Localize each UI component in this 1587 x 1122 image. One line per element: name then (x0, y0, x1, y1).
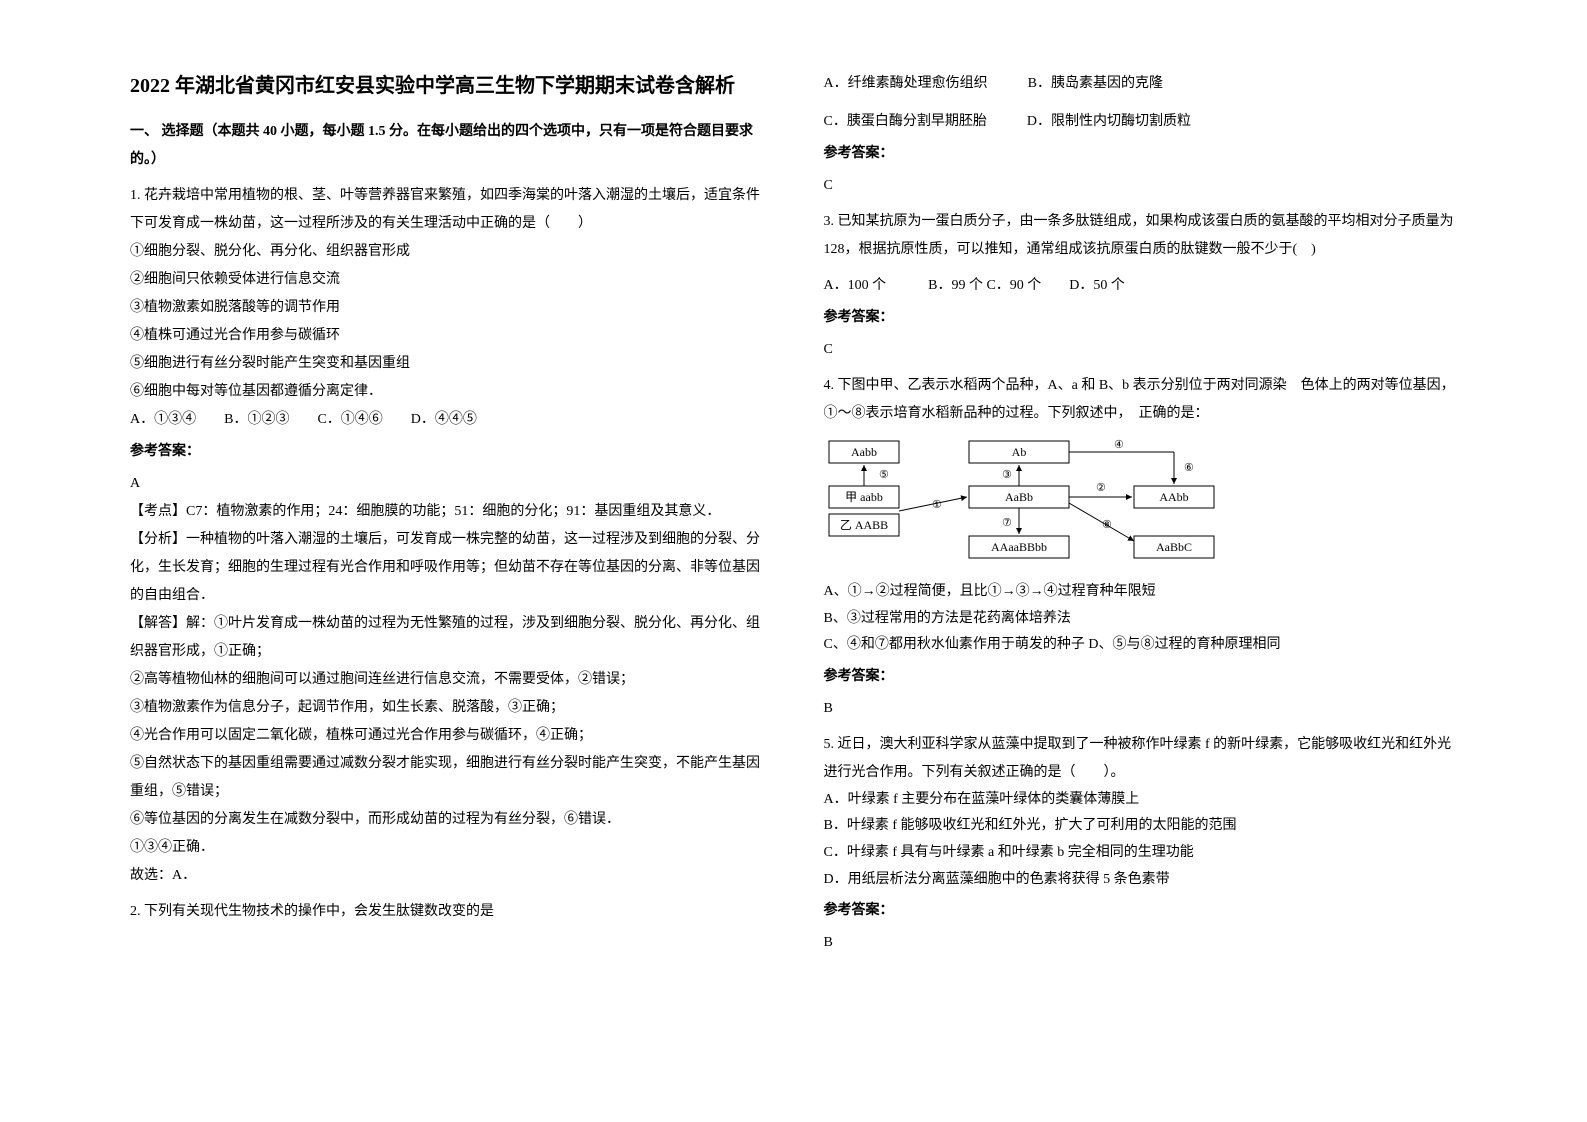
q5-answer: B (824, 929, 1458, 957)
q2-optC: C．胰蛋白酶分割早期胚胎 (824, 108, 987, 136)
q1-options: A．①③④ B．①②③ C．①④⑥ D．④④⑤ (130, 406, 764, 434)
question-5: 5. 近日，澳大利亚科学家从蓝藻中提取到了一种被称作叶绿素 f 的新叶绿素，它能… (824, 731, 1458, 957)
q3-stem: 3. 已知某抗原为一蛋白质分子，由一条多肽链组成，如果构成该蛋白质的氨基酸的平均… (824, 208, 1458, 264)
q4-optA: A、①→②过程简便，且比①→③→④过程育种年限短 (824, 579, 1458, 606)
q5-answer-label: 参考答案： (824, 897, 1458, 925)
q1-jd4: ④光合作用可以固定二氧化碳，植株可通过光合作用参与碳循环，④正确； (130, 722, 764, 750)
q2-answer-label: 参考答案： (824, 140, 1458, 168)
diag-c1: ① (932, 499, 942, 511)
q1-s3: ③植物激素如脱落酸等的调节作用 (130, 294, 764, 322)
q1-jd3: ③植物激素作为信息分子，起调节作用，如生长素、脱落酸，③正确； (130, 694, 764, 722)
question-1: 1. 花卉栽培中常用植物的根、茎、叶等营养器官来繁殖，如四季海棠的叶落入潮湿的土… (130, 182, 764, 890)
q1-jd7: ①③④正确． (130, 834, 764, 862)
q4-optC: C、④和⑦都用秋水仙素作用于萌发的种子 D、⑤与⑧过程的育种原理相同 (824, 632, 1458, 659)
diag-Ab: Ab (1011, 445, 1026, 459)
q1-jd2: ②高等植物仙林的细胞间可以通过胞间连丝进行信息交流，不需要受体，②错误； (130, 666, 764, 694)
q1-answer: A (130, 470, 764, 498)
diag-c2: ② (1096, 482, 1106, 494)
diag-c8: ⑧ (1102, 519, 1112, 531)
diag-c4: ④ (1114, 439, 1124, 451)
q1-kaodian: 【考点】C7：植物激素的作用；24：细胞膜的功能；51：细胞的分化；91：基因重… (130, 498, 764, 526)
question-2-stem-block: 2. 下列有关现代生物技术的操作中，会发生肽键数改变的是 (130, 898, 764, 926)
q3-answer-label: 参考答案： (824, 304, 1458, 332)
q5-optA: A．叶绿素 f 主要分布在蓝藻叶绿体的类囊体薄膜上 (824, 787, 1458, 814)
right-column: A．纤维素酶处理愈伤组织 B．胰岛素基因的克隆 C．胰蛋白酶分割早期胚胎 D．限… (794, 70, 1488, 1082)
q2-optB: B．胰岛素基因的克隆 (1028, 70, 1163, 98)
q5-optD: D．用纸层析法分离蓝藻细胞中的色素将获得 5 条色素带 (824, 867, 1458, 894)
diag-c5: ⑤ (879, 469, 889, 481)
q1-stem: 1. 花卉栽培中常用植物的根、茎、叶等营养器官来繁殖，如四季海棠的叶落入潮湿的土… (130, 182, 764, 238)
q1-fenxi: 【分析】一种植物的叶落入潮湿的土壤后，可发育成一株完整的幼苗，这一过程涉及到细胞… (130, 526, 764, 610)
diag-yi-AABB: 乙 AABB (839, 518, 887, 532)
q1-s2: ②细胞间只依赖受体进行信息交流 (130, 266, 764, 294)
q2-answer: C (824, 172, 1458, 200)
diag-c7: ⑦ (1002, 517, 1012, 529)
question-3: 3. 已知某抗原为一蛋白质分子，由一条多肽链组成，如果构成该蛋白质的氨基酸的平均… (824, 208, 1458, 364)
q3-answer: C (824, 336, 1458, 364)
diag-Aabb: Aabb (851, 445, 877, 459)
diag-AAbb: AAbb (1159, 490, 1188, 504)
question-2-options: A．纤维素酶处理愈伤组织 B．胰岛素基因的克隆 C．胰蛋白酶分割早期胚胎 D．限… (824, 70, 1458, 200)
q1-jd6: ⑥等位基因的分离发生在减数分裂中，而形成幼苗的过程为有丝分裂，⑥错误． (130, 806, 764, 834)
q1-s6: ⑥细胞中每对等位基因都遵循分离定律． (130, 378, 764, 406)
q5-optC: C．叶绿素 f 具有与叶绿素 a 和叶绿素 b 完全相同的生理功能 (824, 840, 1458, 867)
section-1-header: 一、 选择题（本题共 40 小题，每小题 1.5 分。在每小题给出的四个选项中，… (130, 118, 764, 174)
q5-optB: B．叶绿素 f 能够吸收红光和红外光，扩大了可利用的太阳能的范围 (824, 813, 1458, 840)
q4-optB: B、③过程常用的方法是花药离体培养法 (824, 606, 1458, 633)
q1-answer-label: 参考答案： (130, 438, 764, 466)
q5-stem: 5. 近日，澳大利亚科学家从蓝藻中提取到了一种被称作叶绿素 f 的新叶绿素，它能… (824, 731, 1458, 787)
q2-optD: D．限制性内切酶切割质粒 (1027, 108, 1191, 136)
q3-options: A．100 个 B．99 个 C．90 个 D．50 个 (824, 272, 1458, 300)
diag-c6: ⑥ (1184, 462, 1194, 474)
q4-stem: 4. 下图中甲、乙表示水稻两个品种，A、a 和 B、b 表示分别位于两对同源染 … (824, 372, 1458, 428)
q2-optA: A．纤维素酶处理愈伤组织 (824, 70, 988, 98)
question-4: 4. 下图中甲、乙表示水稻两个品种，A、a 和 B、b 表示分别位于两对同源染 … (824, 372, 1458, 723)
diag-AaBbC: AaBbC (1156, 540, 1192, 554)
left-column: 2022 年湖北省黄冈市红安县实验中学高三生物下学期期末试卷含解析 一、 选择题… (100, 70, 794, 1082)
q1-jiedahead: 【解答】解：①叶片发育成一株幼苗的过程为无性繁殖的过程，涉及到细胞分裂、脱分化、… (130, 610, 764, 666)
q2-stem: 2. 下列有关现代生物技术的操作中，会发生肽键数改变的是 (130, 898, 764, 926)
diag-AaBb: AaBb (1005, 490, 1033, 504)
q2-row1: A．纤维素酶处理愈伤组织 B．胰岛素基因的克隆 (824, 70, 1458, 98)
q4-answer-label: 参考答案： (824, 663, 1458, 691)
q1-s4: ④植株可通过光合作用参与碳循环 (130, 322, 764, 350)
q1-jd5: ⑤自然状态下的基因重组需要通过减数分裂才能实现，细胞进行有丝分裂时能产生突变，不… (130, 750, 764, 806)
q1-jd8: 故选：A． (130, 862, 764, 890)
q1-s1: ①细胞分裂、脱分化、再分化、组织器官形成 (130, 238, 764, 266)
diag-AAaaBBbb: AAaaBBbb (991, 540, 1047, 554)
diag-jia-aabb: 甲 aabb (845, 490, 883, 504)
q4-answer: B (824, 695, 1458, 723)
exam-title: 2022 年湖北省黄冈市红安县实验中学高三生物下学期期末试卷含解析 (130, 70, 764, 102)
q4-diagram: Aabb 甲 aabb 乙 AABB Ab AaBb AAaaBBbb AAbb… (824, 436, 1458, 571)
q2-row2: C．胰蛋白酶分割早期胚胎 D．限制性内切酶切割质粒 (824, 108, 1458, 136)
diag-c3: ③ (1002, 469, 1012, 481)
q1-s5: ⑤细胞进行有丝分裂时能产生突变和基因重组 (130, 350, 764, 378)
